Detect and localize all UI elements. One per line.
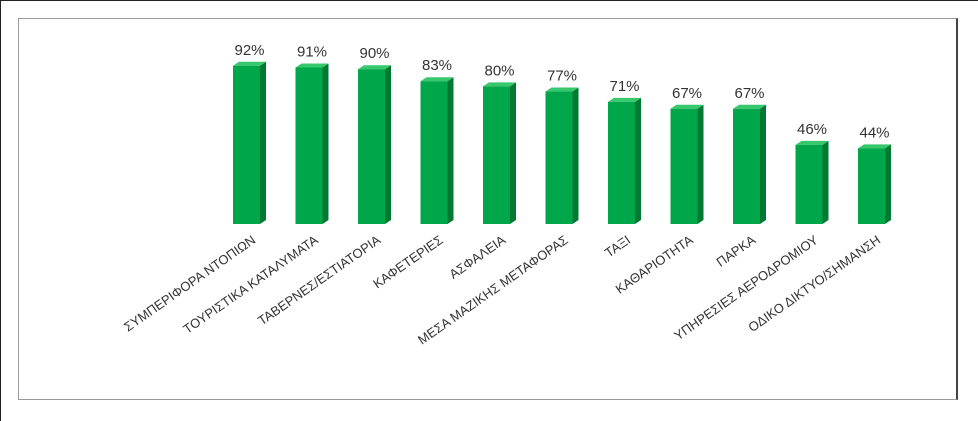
bars-group [233, 61, 891, 225]
bar-front [795, 144, 823, 224]
bar-top [483, 82, 516, 87]
bar [233, 61, 266, 225]
bar-top [670, 104, 704, 109]
bar-side [572, 87, 579, 224]
bar-top [233, 61, 266, 66]
bar-side [885, 144, 891, 224]
bar-front [670, 108, 698, 224]
bar-side [385, 65, 391, 224]
bar-side [635, 97, 641, 224]
bar-top [733, 104, 766, 109]
value-label: 90% [359, 45, 389, 62]
value-labels-group: 92% 91% 90% 83% 80% 77% 71% 67% 67% 46% 44% [234, 42, 889, 142]
bar-front [358, 69, 385, 224]
bar [608, 97, 641, 224]
category-label: ΤΑΞΙ [602, 232, 633, 260]
value-label: 92% [234, 42, 264, 59]
bar [733, 104, 766, 224]
bar-front [608, 101, 635, 224]
value-label: 83% [422, 57, 452, 74]
bar-front [858, 148, 885, 224]
bar-top [545, 87, 579, 92]
bar-front [733, 108, 760, 224]
category-label: ΤΑΒΕΡΝΕΣ/ΕΣΤΙΑΤΟΡΙΑ [255, 232, 384, 328]
bar-top [358, 65, 391, 70]
bar-side [322, 63, 329, 225]
value-label: 67% [734, 85, 764, 102]
bar-top [295, 63, 329, 68]
bar [483, 82, 516, 225]
bar-side [822, 140, 829, 224]
category-label: ΑΣΦΑΛΕΙΑ [446, 232, 508, 282]
bar-top [858, 144, 891, 149]
category-label: ΚΑΦΕΤΕΡΙΕΣ [370, 232, 445, 291]
bar-side [760, 104, 766, 224]
bar [358, 65, 391, 224]
bar-top [420, 77, 454, 82]
bar-side [447, 77, 454, 225]
category-label: ΠΑΡΚΑ [714, 232, 759, 270]
value-label: 91% [297, 43, 327, 60]
bar-side [697, 104, 704, 224]
bar-front [483, 86, 510, 225]
bar-side [260, 61, 266, 225]
value-label: 46% [797, 121, 827, 138]
bar-front [233, 65, 260, 224]
value-label: 80% [484, 62, 514, 79]
bar [795, 140, 829, 224]
bar-top [608, 97, 641, 102]
bar-front [545, 91, 573, 224]
bar-front [420, 81, 448, 225]
bar-top [795, 140, 829, 145]
bar [858, 144, 891, 224]
bar-side [510, 82, 516, 225]
bar [420, 77, 454, 225]
value-label: 44% [859, 124, 889, 141]
value-label: 77% [547, 68, 577, 85]
bar-front [295, 67, 323, 224]
value-label: 71% [609, 78, 639, 95]
bar [670, 104, 704, 224]
value-label: 67% [672, 85, 702, 102]
bar [545, 87, 579, 224]
bar [295, 63, 329, 225]
